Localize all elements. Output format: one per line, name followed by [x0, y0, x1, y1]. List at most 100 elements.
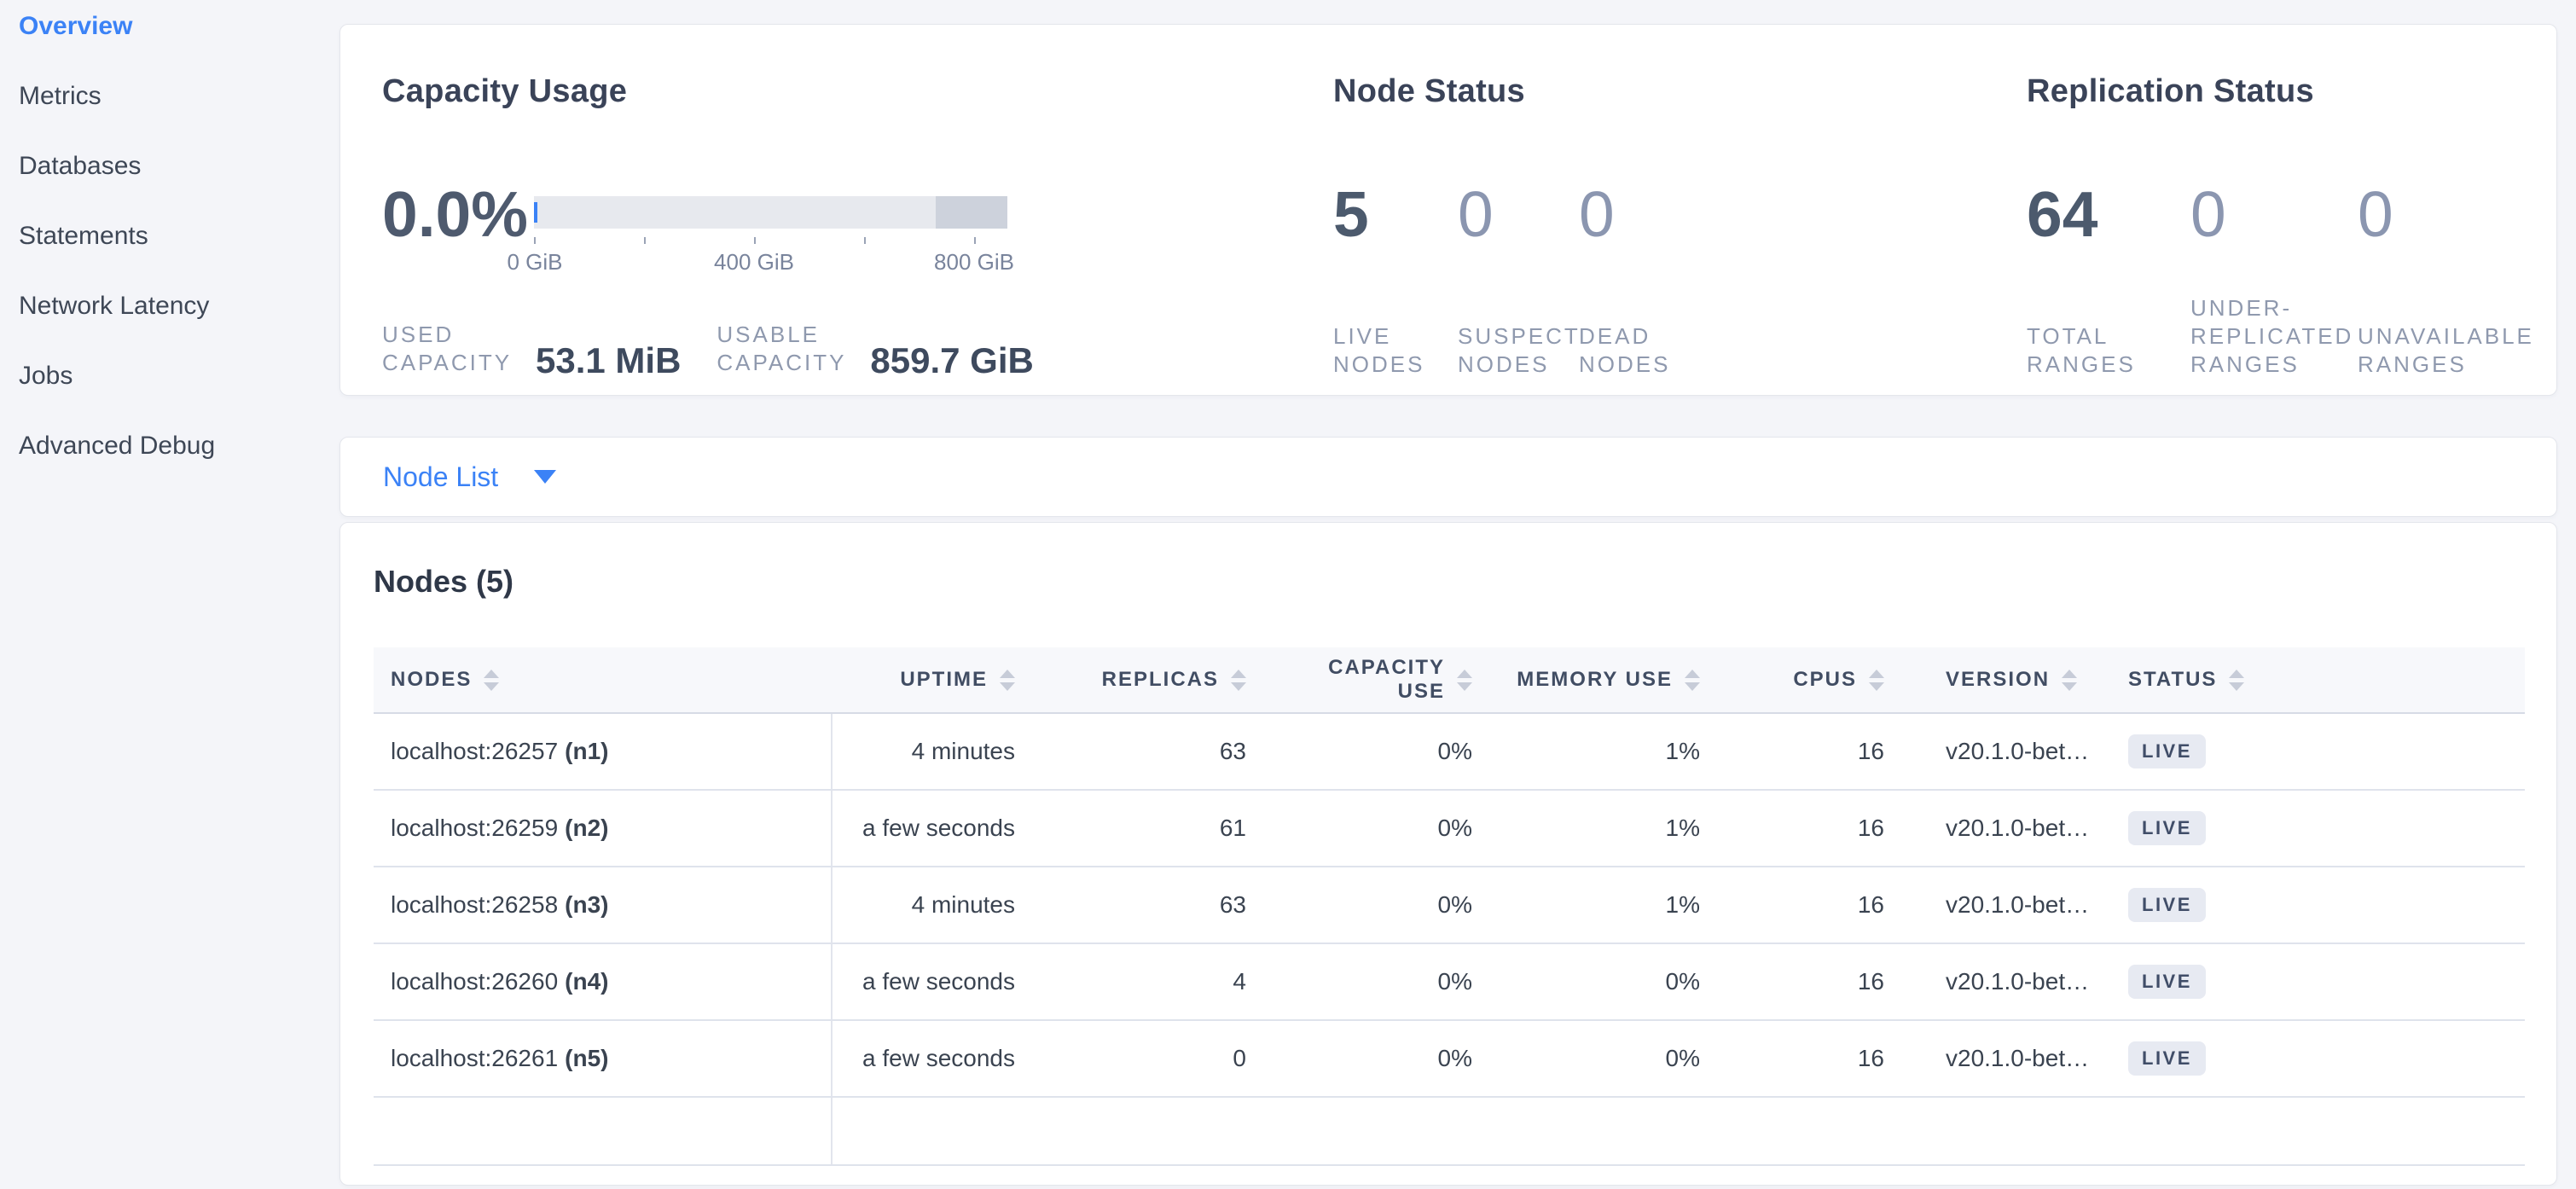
capacity-axis-ticks	[534, 237, 1007, 244]
uptime-cell: 4 minutes	[832, 713, 1036, 791]
column-header-uptime[interactable]: UPTIME	[832, 647, 1036, 714]
status-badge: LIVE	[2128, 811, 2206, 845]
column-header-capacity-use[interactable]: CAPACITY USE	[1267, 647, 1493, 714]
under-replicated-ranges-count: 0	[2190, 178, 2226, 250]
sidebar-item-jobs[interactable]: Jobs	[19, 362, 73, 390]
node-status-section: Node Status 5 0 0 LIVE NODES SUSPECT NODES…	[1333, 25, 1999, 395]
uptime-cell: a few seconds	[832, 1020, 1036, 1098]
usable-capacity-label-line2: CAPACITY	[717, 350, 847, 375]
sidebar-item-advanced-debug[interactable]: Advanced Debug	[19, 432, 216, 460]
cpus-cell: 16	[1720, 1020, 1905, 1098]
sort-icon	[1869, 669, 1884, 691]
nodes-table-header-row: NODES UPTIME REPLICAS	[374, 647, 2525, 714]
node-address-cell[interactable]: localhost:26261 (n5)	[374, 1020, 833, 1098]
axis-label-0gib: 0 GiB	[507, 249, 563, 275]
table-row: localhost:26261 (n5) a few seconds 0 0% 0…	[374, 1020, 2525, 1098]
status-cell: LIVE	[2106, 867, 2525, 944]
capacity-usage-title: Capacity Usage	[382, 73, 628, 109]
version-cell: v20.1.0-bet…	[1905, 867, 2106, 944]
node-address-cell[interactable]: localhost:26257 (n1)	[374, 713, 833, 791]
column-header-status[interactable]: STATUS	[2106, 647, 2525, 714]
capacity-percent: 0.0%	[382, 178, 528, 250]
replicas-cell: 63	[1036, 713, 1267, 791]
version-cell: v20.1.0-bet…	[1905, 713, 2106, 791]
table-row: localhost:26259 (n2) a few seconds 61 0% …	[374, 790, 2525, 867]
status-cell: LIVE	[2106, 943, 2525, 1021]
node-list-dropdown[interactable]: Node List	[340, 461, 557, 493]
nodes-table-title: Nodes (5)	[374, 564, 514, 599]
node-address-cell[interactable]: localhost:26259 (n2)	[374, 790, 833, 867]
under-replicated-ranges-label: UNDER- REPLICATED RANGES	[2190, 295, 2354, 377]
replication-status-title: Replication Status	[2027, 73, 2314, 109]
total-ranges-count: 64	[2027, 178, 2098, 250]
table-row: localhost:26258 (n3) 4 minutes 63 0% 1% 1…	[374, 867, 2525, 944]
column-header-version[interactable]: VERSION	[1905, 647, 2106, 714]
capacity-use-cell: 0%	[1267, 790, 1493, 867]
capacity-bar-track	[534, 196, 1007, 229]
view-selector-card: Node List	[339, 437, 2557, 517]
capacity-bar-chart: 0 GiB 400 GiB 800 GiB	[507, 196, 1014, 275]
memory-use-cell: 1%	[1493, 867, 1720, 944]
sidebar-item-databases[interactable]: Databases	[19, 152, 142, 180]
cpus-cell: 16	[1720, 867, 1905, 944]
uptime-cell: 4 minutes	[832, 867, 1036, 944]
capacity-bar-used-marker	[534, 202, 537, 223]
cpus-cell: 16	[1720, 790, 1905, 867]
replicas-cell: 0	[1036, 1020, 1267, 1098]
sort-icon	[2062, 669, 2078, 691]
sidebar-item-network-latency[interactable]: Network Latency	[19, 292, 210, 320]
status-cell: LIVE	[2106, 1020, 2525, 1098]
axis-label-400gib: 400 GiB	[714, 249, 794, 275]
unavailable-ranges-count: 0	[2358, 178, 2393, 250]
sidebar-item-overview[interactable]: Overview	[19, 12, 133, 40]
memory-use-cell: 1%	[1493, 713, 1720, 791]
used-capacity-stat: USED CAPACITY 53.1 MiB	[382, 321, 681, 380]
replication-status-section: Replication Status 64 0 0 TOTAL RANGES UN…	[2027, 25, 2547, 395]
used-capacity-label-line2: CAPACITY	[382, 350, 513, 375]
capacity-stats: USED CAPACITY 53.1 MiB USABLE CAPACITY 8…	[382, 321, 1034, 380]
status-badge: LIVE	[2128, 734, 2206, 768]
column-header-cpus[interactable]: CPUS	[1720, 647, 1905, 714]
version-cell: v20.1.0-bet…	[1905, 1020, 2106, 1098]
node-list-dropdown-label: Node List	[383, 461, 499, 492]
cpus-cell: 16	[1720, 943, 1905, 1021]
column-header-nodes[interactable]: NODES	[374, 647, 832, 714]
axis-label-800gib: 800 GiB	[934, 249, 1014, 275]
status-cell: LIVE	[2106, 790, 2525, 867]
dead-nodes-count: 0	[1579, 178, 1615, 250]
usable-capacity-stat: USABLE CAPACITY 859.7 GiB	[717, 321, 1033, 380]
sort-icon	[484, 669, 500, 691]
version-cell: v20.1.0-bet…	[1905, 790, 2106, 867]
table-row: localhost:26260 (n4) a few seconds 4 0% 0…	[374, 943, 2525, 1021]
status-badge: LIVE	[2128, 1041, 2206, 1076]
sidebar-item-metrics[interactable]: Metrics	[19, 82, 102, 110]
cluster-summary-card: Capacity Usage 0.0% 0 GiB 400 GiB 800 Gi…	[339, 24, 2557, 396]
uptime-cell: a few seconds	[832, 790, 1036, 867]
version-cell: v20.1.0-bet…	[1905, 943, 2106, 1021]
node-address-cell[interactable]: localhost:26258 (n3)	[374, 867, 833, 944]
memory-use-cell: 0%	[1493, 943, 1720, 1021]
sort-icon	[2229, 669, 2245, 691]
uptime-cell: a few seconds	[832, 943, 1036, 1021]
sidebar-item-statements[interactable]: Statements	[19, 222, 148, 250]
column-header-replicas[interactable]: REPLICAS	[1036, 647, 1267, 714]
capacity-use-cell: 0%	[1267, 867, 1493, 944]
nodes-table: NODES UPTIME REPLICAS	[374, 647, 2525, 1166]
sidebar: Overview Metrics Databases Statements Ne…	[19, 0, 326, 481]
replicas-cell: 63	[1036, 867, 1267, 944]
replicas-cell: 4	[1036, 943, 1267, 1021]
replicas-cell: 61	[1036, 790, 1267, 867]
sort-icon	[1457, 669, 1472, 691]
capacity-chart: 0.0% 0 GiB 400 GiB 800 GiB	[382, 178, 1014, 276]
status-cell: LIVE	[2106, 713, 2525, 791]
chevron-down-icon	[534, 470, 557, 484]
node-address-cell[interactable]: localhost:26260 (n4)	[374, 943, 833, 1021]
memory-use-cell: 1%	[1493, 790, 1720, 867]
node-status-title: Node Status	[1333, 73, 1525, 109]
capacity-usage-section: Capacity Usage 0.0% 0 GiB 400 GiB 800 Gi…	[382, 25, 1320, 395]
column-header-memory-use[interactable]: MEMORY USE	[1493, 647, 1720, 714]
table-row: localhost:26257 (n1) 4 minutes 63 0% 1% 1…	[374, 713, 2525, 791]
status-badge: LIVE	[2128, 965, 2206, 999]
status-badge: LIVE	[2128, 888, 2206, 922]
table-footer-spacer	[374, 1097, 2525, 1166]
